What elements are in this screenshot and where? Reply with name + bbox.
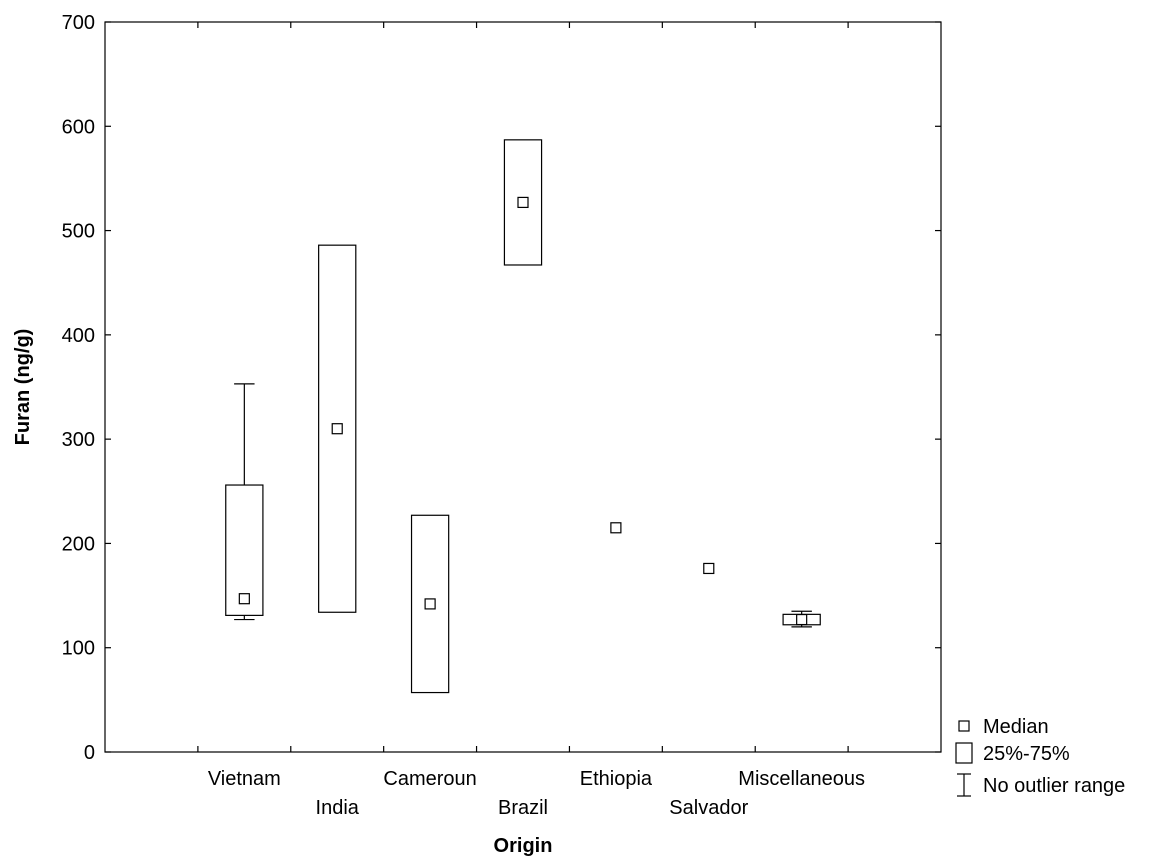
legend-whisker-label: No outlier range (983, 775, 1125, 797)
y-tick-label: 100 (62, 638, 95, 660)
x-tick-label: India (316, 797, 360, 819)
x-tick-label: Miscellaneous (738, 768, 865, 790)
y-tick-label: 600 (62, 116, 95, 138)
y-axis: 0 100 200 300 400 500 600 700 (62, 12, 941, 764)
box-vietnam (225, 383, 264, 621)
median-marker (517, 196, 529, 209)
legend-whisker-icon (957, 773, 971, 797)
median-marker (703, 562, 715, 575)
y-tick-label: 200 (62, 533, 95, 555)
box-miscellaneous (782, 610, 821, 628)
y-tick-label: 300 (62, 429, 95, 451)
y-axis-title: Furan (ng/g) (12, 329, 34, 446)
iqr-box (503, 139, 543, 266)
box-ethiopia (610, 522, 622, 534)
x-tick-label: Salvador (669, 797, 748, 819)
x-tick-label: Ethiopia (580, 768, 653, 790)
legend-box-label: 25%-75% (983, 743, 1070, 765)
iqr-box (410, 514, 450, 694)
box-salvador (703, 562, 715, 575)
x-axis-title: Origin (494, 835, 553, 857)
plot-frame (104, 21, 942, 753)
iqr-box (318, 244, 357, 613)
median-marker (424, 598, 436, 610)
iqr-box (225, 484, 264, 616)
median-marker (238, 593, 250, 605)
x-tick-label: Brazil (498, 797, 548, 819)
legend: Median 25%-75% No outlier range (955, 716, 1125, 797)
box-brazil (503, 139, 543, 266)
y-tick-label: 400 (62, 325, 95, 347)
y-tick-label: 500 (62, 221, 95, 243)
legend-box-icon (955, 742, 973, 764)
x-axis: Vietnam India Cameroun Brazil Ethiopia Salvad… (197, 22, 865, 819)
median-marker (796, 613, 808, 626)
median-marker (610, 522, 622, 534)
x-tick-label: Cameroun (383, 768, 476, 790)
legend-median-icon (958, 720, 970, 732)
x-tick-label: Vietnam (208, 768, 281, 790)
median-marker (331, 423, 343, 435)
y-tick-label: 700 (62, 12, 95, 34)
box-india (318, 244, 357, 613)
box-cameroun (410, 514, 450, 694)
legend-median-label: Median (983, 716, 1049, 738)
y-tick-label: 0 (84, 742, 95, 764)
box-series (225, 139, 821, 694)
